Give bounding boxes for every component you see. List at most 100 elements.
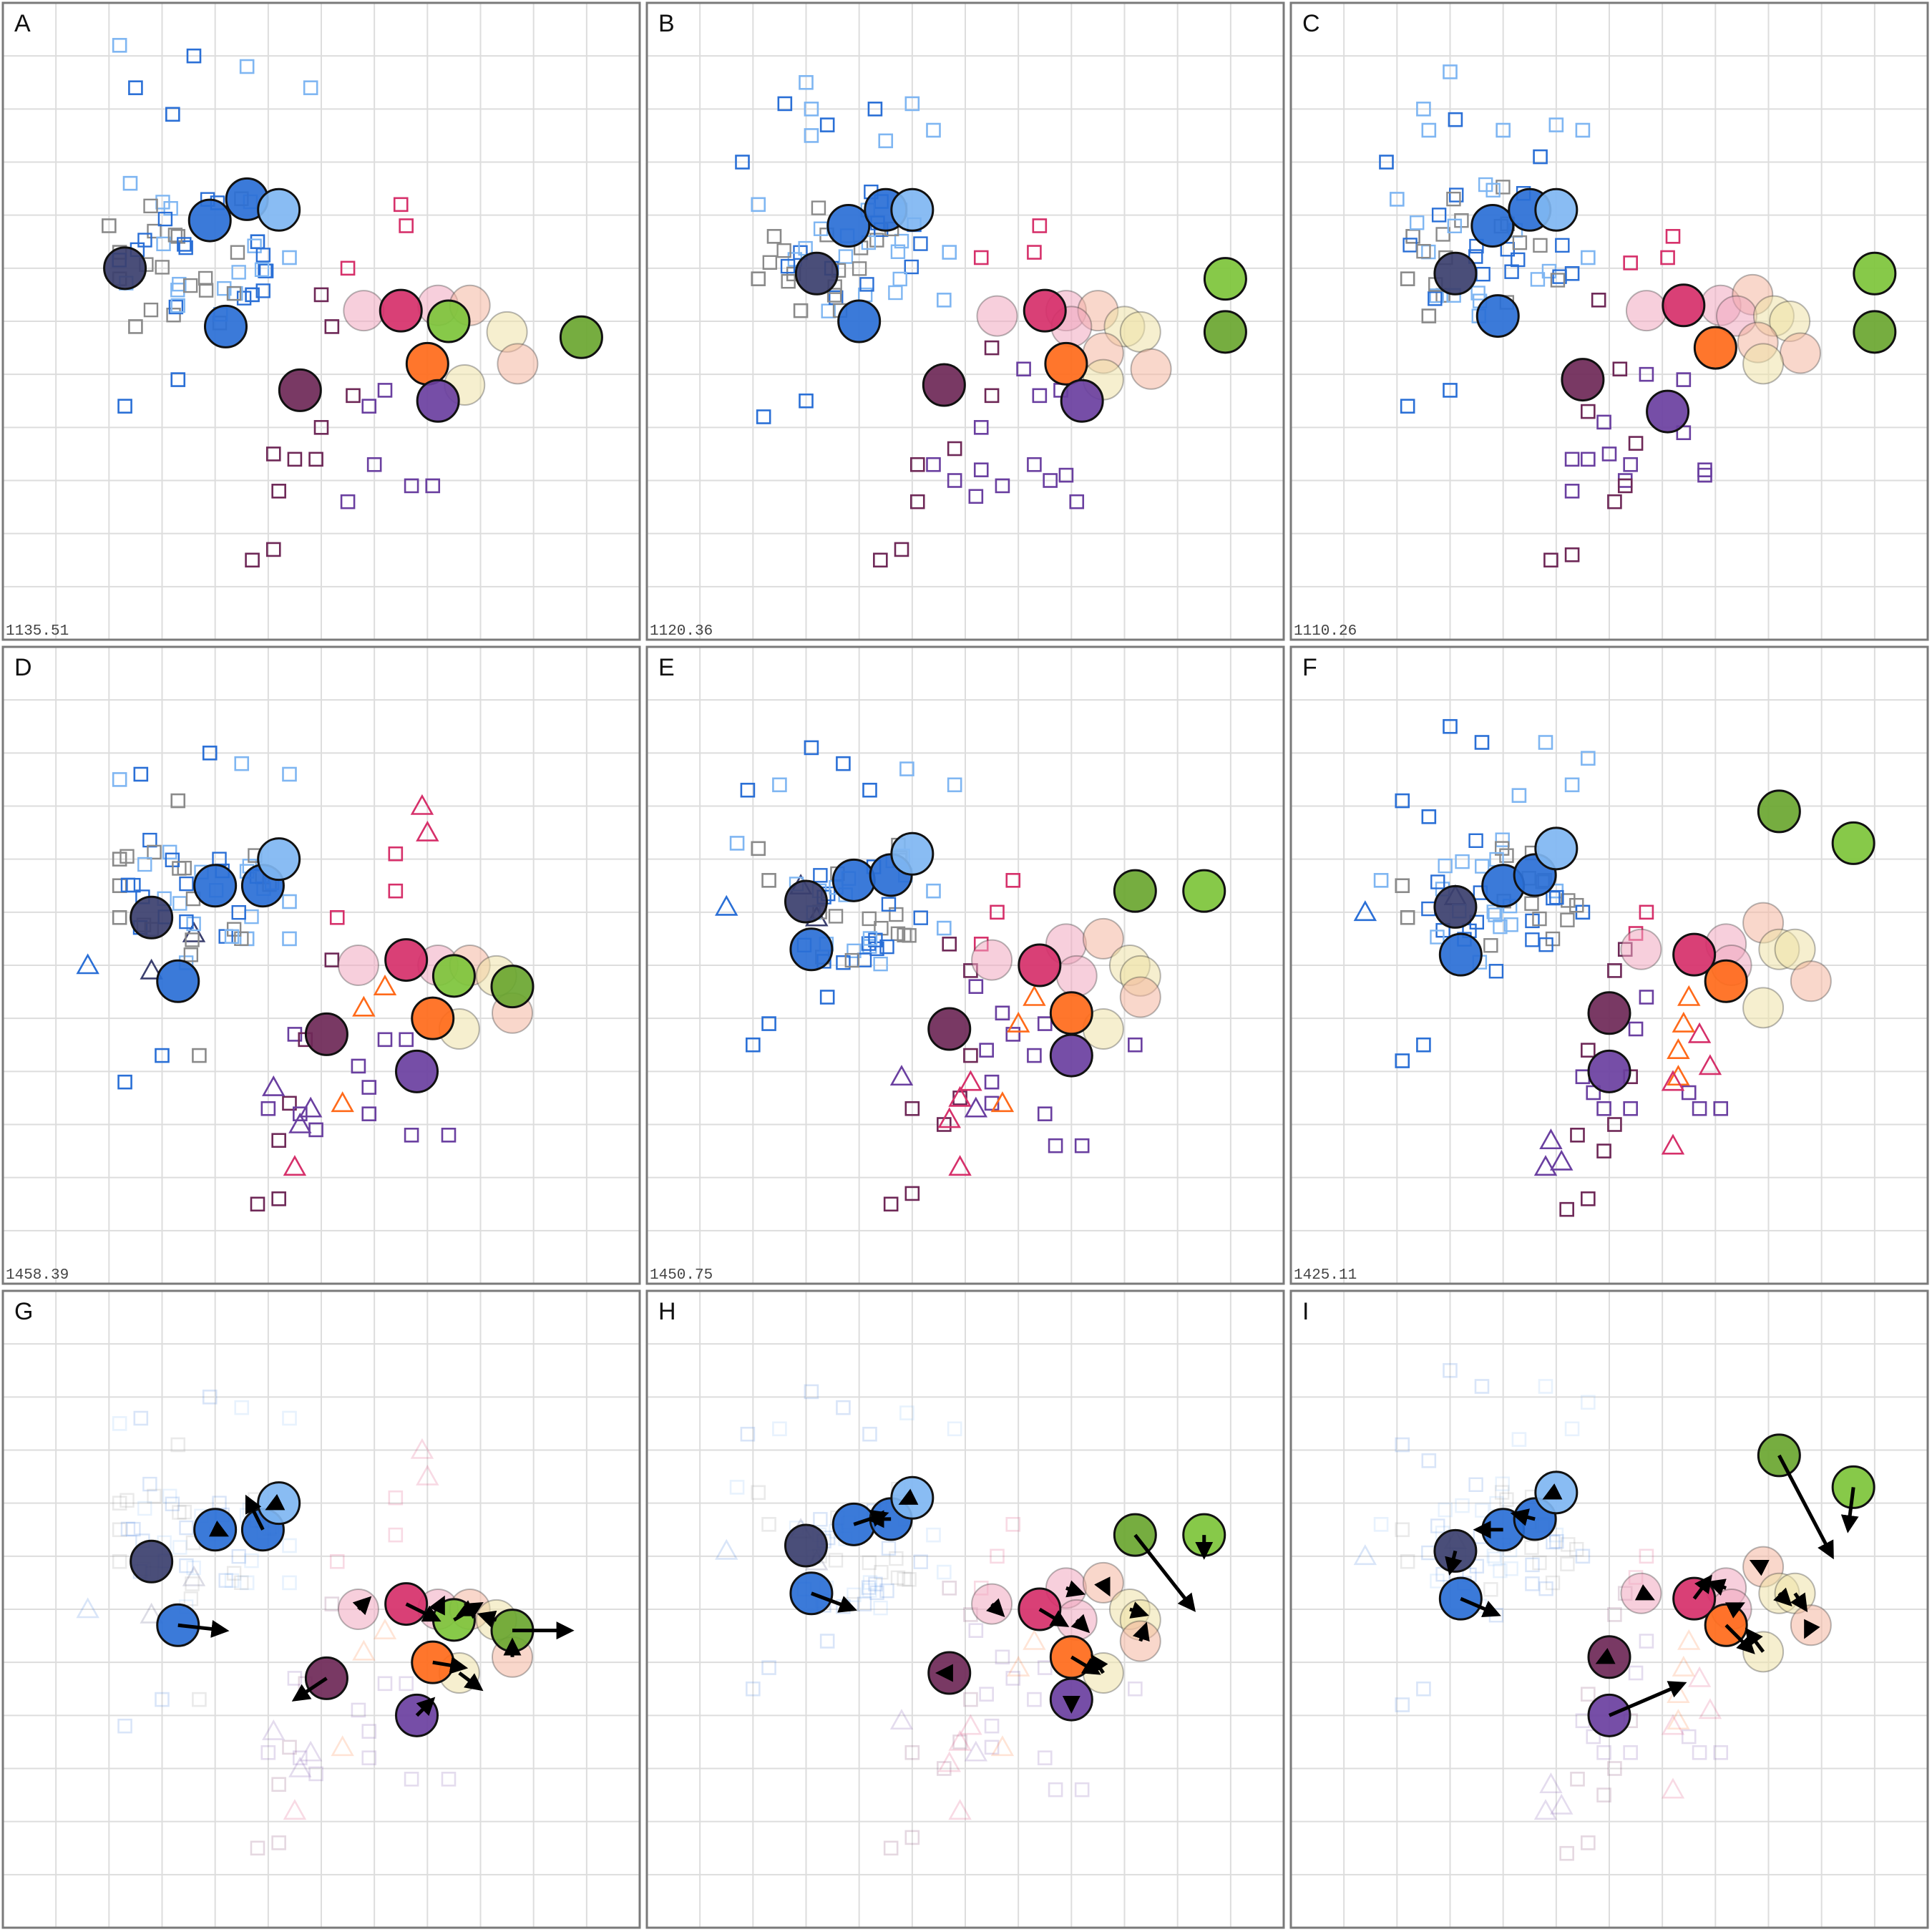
panel-frame [645, 1, 1285, 641]
data-square [117, 1074, 132, 1090]
data-square [1483, 1582, 1498, 1597]
data-square [1495, 832, 1510, 847]
data-square [913, 910, 928, 925]
data-triangle [937, 1751, 961, 1772]
data-square [799, 393, 814, 409]
displacement-arrow [265, 1493, 286, 1511]
data-square [165, 1496, 180, 1511]
data-triangle [76, 1597, 99, 1619]
data-square [308, 1766, 323, 1782]
data-square [117, 1718, 132, 1734]
data-circle-faded [1119, 311, 1161, 353]
data-layer [76, 1390, 575, 1856]
data-square [1569, 897, 1584, 913]
data-square [1581, 250, 1596, 265]
data-square [1474, 735, 1490, 750]
data-circle [1023, 288, 1067, 333]
data-square [226, 1566, 242, 1581]
data-square [883, 1840, 899, 1856]
data-square [185, 932, 200, 947]
data-square [847, 943, 862, 959]
data-circle [784, 1523, 828, 1568]
data-square [904, 96, 920, 112]
displacement-arrow [352, 1596, 372, 1616]
data-square [1074, 1782, 1090, 1797]
data-square [942, 937, 957, 952]
data-square [157, 211, 173, 227]
data-square [836, 756, 851, 771]
panel-e: E 1450.75 [645, 645, 1285, 1285]
data-square [1496, 180, 1511, 195]
data-layer [76, 746, 535, 1212]
data-square [255, 248, 271, 263]
panel-g: G [1, 1289, 641, 1929]
data-circle [1757, 789, 1801, 834]
data-square [1560, 912, 1575, 927]
data-square [112, 878, 127, 894]
data-square [979, 1687, 994, 1702]
data-square [137, 233, 152, 248]
data-square [1493, 1563, 1508, 1579]
data-square [239, 59, 255, 74]
data-square [282, 250, 297, 265]
data-square [1713, 1101, 1729, 1116]
data-square [186, 48, 202, 64]
data-circle-faded [1625, 290, 1667, 332]
data-square [1524, 896, 1539, 911]
data-square [1525, 1576, 1540, 1591]
data-square [1421, 809, 1437, 824]
data-square [890, 1570, 906, 1586]
data-square [271, 1133, 286, 1148]
data-square [984, 388, 1000, 404]
data-circle [1587, 991, 1631, 1035]
data-square [239, 1575, 255, 1591]
data-square [942, 1581, 957, 1596]
data-circle-faded [1620, 928, 1662, 970]
data-square [1596, 1101, 1611, 1116]
data-square [995, 1649, 1010, 1665]
data-square [984, 1718, 1000, 1734]
data-square [1474, 1379, 1490, 1394]
data-triangle [990, 1091, 1015, 1113]
data-square [1379, 155, 1394, 170]
data-triangle [1672, 1655, 1696, 1677]
panel-h: H [645, 1289, 1285, 1929]
data-square [234, 1400, 250, 1415]
data-square [899, 761, 914, 776]
displacement-arrow [985, 1598, 1005, 1617]
data-circle [927, 1007, 972, 1051]
data-circle [431, 954, 476, 998]
data-square [1416, 1681, 1431, 1697]
data-square [1559, 1845, 1574, 1861]
data-square [102, 218, 117, 233]
data-square [1570, 1772, 1585, 1787]
data-triangle [298, 1740, 323, 1762]
data-circle [890, 187, 935, 232]
data-circle [490, 965, 535, 1009]
data-square [245, 552, 260, 568]
displacement-arrow [405, 1602, 441, 1622]
data-circle [130, 1539, 174, 1584]
data-square [119, 1493, 135, 1508]
data-triangle [331, 1735, 354, 1757]
data-layer [1353, 718, 1875, 1217]
data-square [1607, 494, 1622, 509]
data-square [112, 1416, 127, 1431]
panel-frame [1, 1, 641, 641]
data-square [1617, 478, 1633, 494]
data-square [1395, 1053, 1410, 1068]
data-square [1552, 269, 1567, 284]
data-square [179, 914, 194, 930]
data-square [798, 240, 813, 256]
displacement-arrow [1840, 1487, 1859, 1533]
data-circle [278, 368, 322, 412]
data-circle-faded [976, 295, 1018, 337]
data-triangle [1533, 1799, 1558, 1820]
data-circle [384, 938, 429, 982]
data-square [202, 746, 218, 761]
data-square [1499, 1492, 1514, 1507]
data-square [218, 1573, 233, 1588]
data-square [804, 740, 819, 756]
data-square [1555, 238, 1570, 253]
